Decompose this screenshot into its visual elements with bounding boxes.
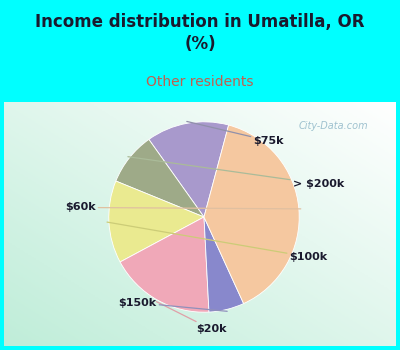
Text: $75k: $75k xyxy=(187,121,284,146)
Text: $100k: $100k xyxy=(107,222,328,262)
Wedge shape xyxy=(109,181,204,262)
Wedge shape xyxy=(204,217,244,312)
Text: > $200k: > $200k xyxy=(128,157,344,189)
Text: Income distribution in Umatilla, OR
(%): Income distribution in Umatilla, OR (%) xyxy=(35,13,365,53)
Text: $60k: $60k xyxy=(65,203,301,212)
Text: $150k: $150k xyxy=(118,298,227,311)
Wedge shape xyxy=(120,217,209,312)
Text: $20k: $20k xyxy=(156,302,227,334)
Text: City-Data.com: City-Data.com xyxy=(299,121,368,131)
Wedge shape xyxy=(204,125,299,303)
Wedge shape xyxy=(149,122,229,217)
Text: Other residents: Other residents xyxy=(146,75,254,89)
Wedge shape xyxy=(116,139,204,217)
